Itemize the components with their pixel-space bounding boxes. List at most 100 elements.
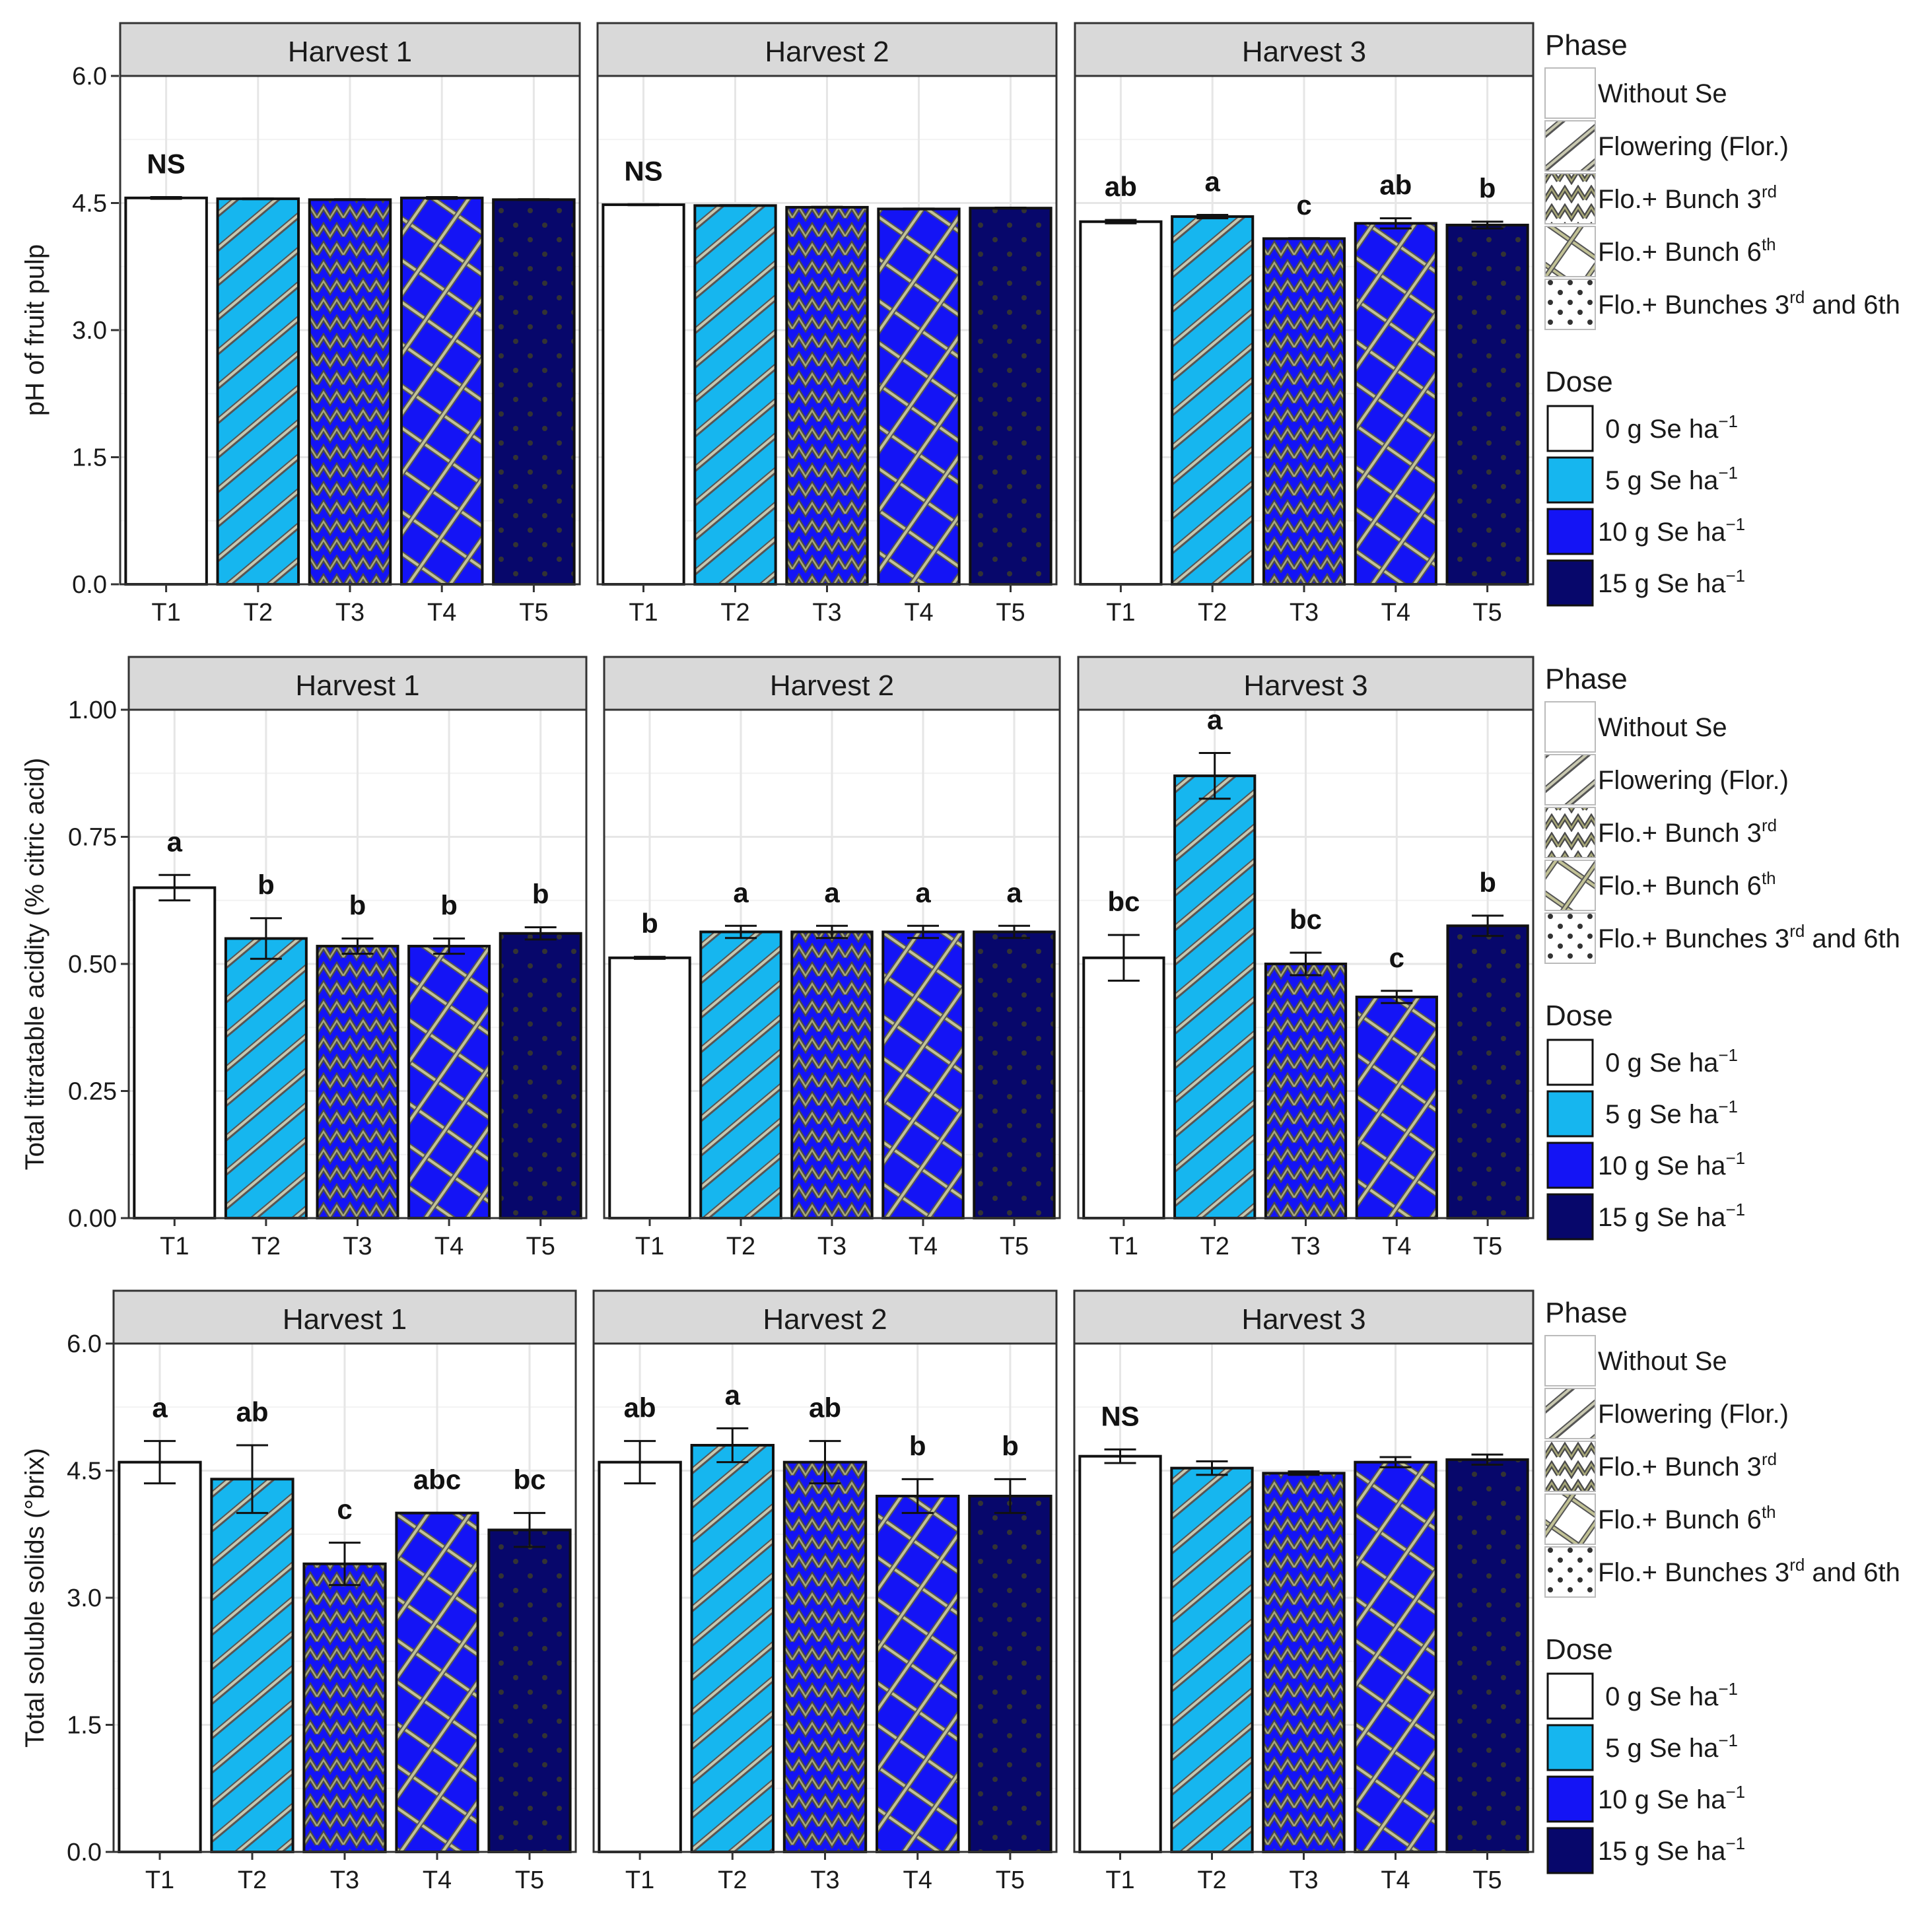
- legend-phase-text: Flo.+ Bunch 3: [1598, 185, 1762, 214]
- x-tick-label: T4: [903, 1866, 932, 1894]
- legend-phase-label: Flo.+ Bunches 3rd and 6th: [1598, 921, 1900, 953]
- panel-title: Harvest 1: [288, 36, 412, 68]
- significance-label: ab: [1379, 170, 1412, 201]
- legend-dose-text: 10 g Se ha: [1598, 1151, 1726, 1180]
- bar-pattern-T5: [1447, 1459, 1528, 1852]
- legend-phase-text: Flowering (Flor.): [1598, 1400, 1789, 1429]
- x-tick-label: T4: [1382, 1233, 1411, 1260]
- significance-label: NS: [147, 149, 185, 180]
- panel-strip: [1073, 1289, 1535, 1345]
- legend-phase-label: Without Se: [1598, 713, 1727, 742]
- bar-pattern-T3: [786, 207, 868, 585]
- legend-phase-label: Flowering (Flor.): [1598, 132, 1789, 161]
- significance-label: a: [915, 877, 931, 908]
- x-tick-label: T2: [726, 1233, 755, 1260]
- significance-label: bc: [1290, 904, 1322, 935]
- x-tick-label: T5: [519, 599, 548, 627]
- significance-label: a: [1006, 877, 1022, 908]
- legend-phase-title: Phase: [1545, 663, 1628, 695]
- significance-label: c: [1296, 189, 1311, 221]
- bar-pattern-T2: [691, 1445, 773, 1852]
- x-tick-label: T4: [434, 1233, 464, 1260]
- panel-border: [596, 75, 1058, 586]
- bar-pattern-T5: [489, 1530, 570, 1852]
- x-tick-label: T4: [427, 599, 456, 627]
- bar-T1: [1080, 221, 1161, 584]
- legend-phase-text: Flo.+ Bunches 3: [1598, 924, 1789, 953]
- legend-dose-text: 5 g Se ha: [1598, 1100, 1719, 1129]
- bar-pattern-T3: [792, 932, 872, 1218]
- legend-dose-swatch: [1546, 1039, 1594, 1086]
- panel-border: [603, 708, 1061, 1219]
- bar-pattern-T4: [1355, 1462, 1436, 1852]
- legend-phase-key: [1544, 1335, 1596, 1386]
- y-tick-label: 6.0: [72, 63, 107, 90]
- significance-label: a: [733, 877, 749, 908]
- legend-phase-label: Flowering (Flor.): [1598, 766, 1789, 795]
- significance-label: abc: [413, 1464, 461, 1495]
- panel-title: Harvest 3: [1241, 1303, 1365, 1336]
- panel-title: Harvest 2: [765, 36, 889, 68]
- panel-harvest-1: Harvest 1 a T1 ab T2 c T3 abc T4 bc T5: [112, 1289, 577, 1894]
- legend-dose-label: 5 g Se ha−1: [1598, 463, 1738, 495]
- bar-pattern-T5: [970, 208, 1051, 584]
- bar-pattern-T4: [1355, 223, 1436, 584]
- x-tick-label: T2: [718, 1866, 747, 1894]
- panel-harvest-2: Harvest 2 b T1 a T2 a T3 a T4 a T5: [603, 656, 1061, 1260]
- legend-phase-text: Without Se: [1598, 1347, 1727, 1376]
- legend-dose-label: 5 g Se ha−1: [1598, 1730, 1738, 1763]
- legend-phase-text: Flo.+ Bunch 6: [1598, 1505, 1762, 1534]
- legend-dose-label: 15 g Se ha−1: [1598, 566, 1745, 598]
- legend-dose-label: 10 g Se ha−1: [1598, 1782, 1745, 1814]
- legends-layer: Phase Without Se Flowering (Flor.) Flo.+ Bu…: [1544, 29, 1900, 1874]
- bar-pattern-T3: [1263, 238, 1345, 584]
- bar-T1: [609, 957, 690, 1218]
- legend-dose-swatch: [1546, 1827, 1594, 1874]
- bar-pattern-T2: [1171, 1468, 1253, 1852]
- x-tick-label: T4: [909, 1233, 938, 1260]
- legend-dose-sup: −1: [1726, 514, 1746, 534]
- panel-title: Harvest 3: [1242, 36, 1366, 68]
- y-axis-label: Total titratable acidity (% citric acid): [20, 758, 50, 1171]
- legend-dose-sup: −1: [1718, 1097, 1738, 1116]
- legend-dose-sup: −1: [1718, 411, 1738, 431]
- bar-pattern-T2: [217, 199, 299, 584]
- significance-label: ab: [809, 1392, 841, 1423]
- significance-label: b: [349, 890, 366, 921]
- bar-pattern-T4: [409, 946, 490, 1218]
- significance-label: c: [1389, 942, 1404, 973]
- legend-phase-pattern: [1546, 174, 1595, 223]
- x-tick-label: T5: [1000, 1233, 1029, 1260]
- y-tick-label: 0.25: [68, 1078, 117, 1106]
- x-tick-label: T2: [252, 1233, 281, 1260]
- panel-harvest-3: Harvest 3 NS T1 T2 T3 T4 T5: [1073, 1289, 1535, 1894]
- legend-dose-label: 15 g Se ha−1: [1598, 1200, 1745, 1232]
- bar-T1: [119, 1462, 201, 1852]
- x-tick-label: T2: [238, 1866, 267, 1894]
- legend-3: Phase Without Se Flowering (Flor.) Flo.+ Bu…: [1544, 1297, 1900, 1874]
- panel-border: [119, 75, 581, 586]
- panel-harvest-1: Harvest 1 NS T1 T2 T3 T4 T5: [119, 22, 581, 627]
- legend-dose-swatch: [1546, 1142, 1594, 1189]
- panel-border: [112, 1342, 577, 1853]
- x-tick-label: T2: [1198, 599, 1227, 627]
- bar-pattern-T5: [1447, 224, 1528, 584]
- panel-title: Harvest 2: [770, 669, 894, 702]
- legend-phase-label: Flo.+ Bunch 3rd: [1598, 1449, 1777, 1482]
- legend-phase-pattern: [1546, 121, 1595, 170]
- chart-row-1: pH of fruit pulp 0.0 1.5 3.0 4.5 6.0 Harvest 1…: [20, 22, 1535, 627]
- x-tick-label: T3: [335, 599, 364, 627]
- x-tick-label: T3: [817, 1233, 846, 1260]
- x-tick-label: T1: [1105, 1866, 1134, 1894]
- x-tick-label: T2: [720, 599, 749, 627]
- legend-dose-text: 15 g Se ha: [1598, 1203, 1726, 1232]
- legend-phase-pattern: [1546, 1442, 1595, 1491]
- x-tick-label: T1: [160, 1233, 189, 1260]
- legend-dose-swatch: [1546, 1672, 1594, 1720]
- x-tick-label: T3: [1291, 1233, 1320, 1260]
- x-tick-label: T1: [629, 599, 658, 627]
- chart-row-3: Total soluble solids (°brix) 0.0 1.5 3.0 4.5…: [20, 1289, 1535, 1894]
- legend-dose-text: 10 g Se ha: [1598, 1785, 1726, 1814]
- x-tick-label: T5: [996, 599, 1025, 627]
- panel-title: Harvest 1: [295, 669, 419, 702]
